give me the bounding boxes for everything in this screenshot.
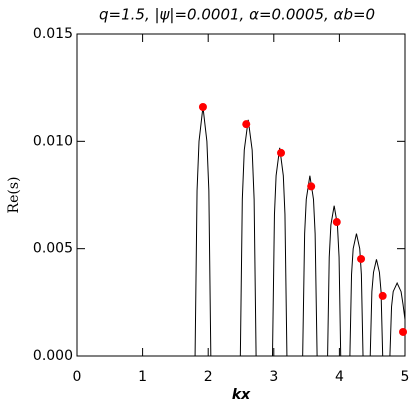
data-point [332, 218, 341, 227]
x-tick-label: 5 [401, 369, 409, 385]
y-tick-label: 0.010 [33, 133, 73, 149]
x-tick-label: 3 [269, 369, 278, 385]
data-point [198, 102, 207, 111]
data-point [307, 182, 316, 191]
y-axis-label: Re(s) [6, 177, 22, 214]
plot-frame [76, 33, 406, 357]
x-tick-label: 1 [138, 369, 147, 385]
data-line [77, 106, 406, 357]
data-point [399, 327, 408, 336]
x-tick-label: 4 [335, 369, 344, 385]
y-tick-label: 0.015 [33, 26, 73, 42]
x-tick-label: 2 [204, 369, 213, 385]
data-point [277, 148, 286, 157]
y-tick-label: 0.005 [33, 241, 73, 257]
y-tick-label: 0.000 [33, 348, 73, 364]
x-tick-label: 0 [73, 369, 82, 385]
data-point [378, 291, 387, 300]
data-point [357, 254, 366, 263]
x-axis-label: kx [232, 387, 251, 403]
data-point [242, 120, 251, 129]
chart-title: q=1.5, |ψ|=0.0001, α=0.0005, αb=0 [99, 6, 375, 24]
